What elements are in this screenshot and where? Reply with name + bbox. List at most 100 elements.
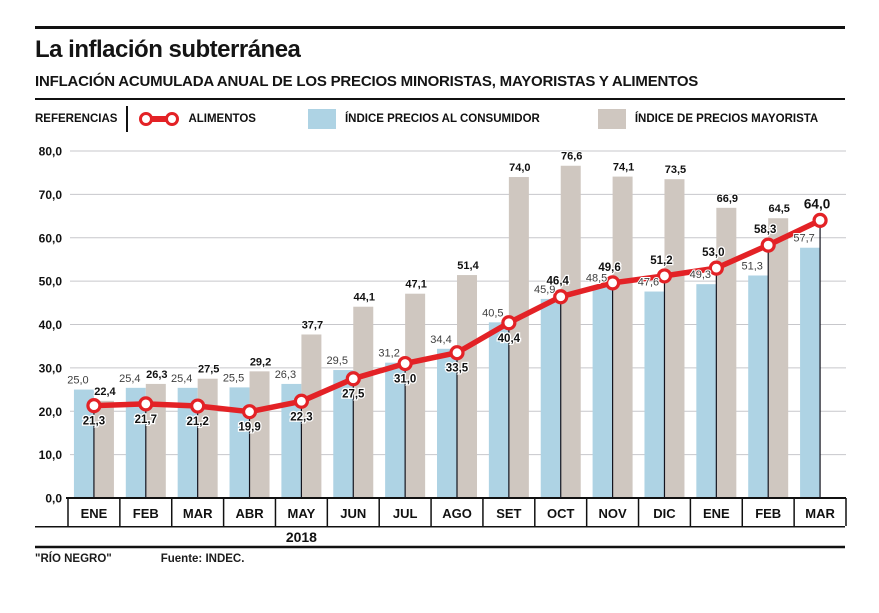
credit: "RÍO NEGRO" xyxy=(35,553,112,565)
alimentos-point-13 xyxy=(760,237,776,253)
ipc-value-label-10: 48,5 xyxy=(586,273,607,285)
alimentos-point-6 xyxy=(397,355,413,372)
month-label-8: SET xyxy=(496,506,521,521)
month-label-2: MAR xyxy=(183,506,213,521)
month-label-9: OCT xyxy=(547,506,575,521)
alimentos-value-label-2: 21,2 xyxy=(186,416,208,428)
y-tick-label-20: 20,0 xyxy=(39,405,63,419)
ipc-value-label-11: 47,6 xyxy=(638,277,659,289)
top-rule xyxy=(35,26,845,29)
ipc-value-label-3: 25,5 xyxy=(223,372,244,384)
bar-ipc-NOV-10 xyxy=(592,287,613,498)
alimentos-value-label-13: 58,3 xyxy=(754,224,776,236)
bar-mayorista-JUN-5 xyxy=(353,306,374,498)
y-tick-label-60: 60,0 xyxy=(39,231,63,245)
alimentos-value-label-12: 53,0 xyxy=(702,247,724,259)
month-label-5: JUN xyxy=(340,506,366,521)
ipc-value-label-7: 34,4 xyxy=(430,334,451,346)
alimentos-value-label-4: 22,3 xyxy=(290,411,312,423)
alimentos-point-7 xyxy=(449,345,465,361)
month-label-11: DIC xyxy=(653,506,676,521)
bar-mayorista-FEB-1 xyxy=(145,383,166,498)
bar-ipc-FEB-13 xyxy=(748,275,769,498)
legend-item-alimentos: ALIMENTOS xyxy=(188,113,256,125)
alimentos-point-11 xyxy=(656,268,673,284)
bar-ipc-OCT-9 xyxy=(540,298,561,498)
alimentos-point-3 xyxy=(241,404,258,420)
bar-mayorista-MAY-4 xyxy=(301,334,322,498)
bar-ipc-FEB-1 xyxy=(125,387,146,498)
legend-divider xyxy=(126,106,129,132)
bar-ipc-AGO-7 xyxy=(437,348,457,498)
y-tick-label-70: 70,0 xyxy=(39,188,63,202)
bar-mayorista-NOV-10 xyxy=(612,176,633,498)
alimentos-point-14 xyxy=(812,212,828,229)
alimentos-value-label-8: 40,4 xyxy=(498,333,521,345)
alimentos-value-label-10: 49,6 xyxy=(598,262,620,274)
y-tick-label-0: 0,0 xyxy=(45,492,62,506)
bar-ipc-MAY-4 xyxy=(281,383,302,498)
ipc-value-label-5: 29,5 xyxy=(327,355,348,367)
ipc-swatch-icon xyxy=(307,109,336,129)
legend-title: REFERENCIAS xyxy=(35,113,118,125)
bar-mayorista-MAR-2 xyxy=(197,378,218,498)
inflation-chart: 0,0 10,0 20,0 30,0 40,0 50,0 60,0 70,0 80,0 25,0 2… xyxy=(35,145,847,549)
mayorista-value-label-10: 74,1 xyxy=(613,162,634,174)
alimentos-point-2 xyxy=(190,398,206,414)
y-tick-label-30: 30,0 xyxy=(39,361,63,375)
line-point-icon xyxy=(165,112,180,126)
footer: "RÍO NEGRO" Fuente: INDEC. xyxy=(35,553,244,565)
alimentos-point-9 xyxy=(553,289,569,305)
source: Fuente: INDEC. xyxy=(160,553,245,565)
bar-mayorista-ABR-3 xyxy=(249,371,270,498)
mayorista-value-label-13: 64,5 xyxy=(768,203,789,215)
line-segment-icon xyxy=(148,116,171,122)
mayorista-value-label-5: 44,1 xyxy=(354,292,375,304)
ipc-value-label-2: 25,4 xyxy=(171,373,192,385)
bar-mayorista-DIC-11 xyxy=(664,179,685,498)
month-label-4: MAY xyxy=(288,506,316,521)
page-title: La inflación subterránea xyxy=(35,36,301,63)
y-tick-label-50: 50,0 xyxy=(39,275,63,289)
ipc-value-label-13: 51,3 xyxy=(741,260,762,272)
ipc-value-label-0: 25,0 xyxy=(67,375,88,387)
bar-mayorista-FEB-13 xyxy=(768,218,789,498)
alimentos-line-icon xyxy=(139,111,180,127)
bar-ipc-ENE-0 xyxy=(73,389,94,498)
bar-ipc-JUL-6 xyxy=(385,362,406,498)
bar-mayorista-SET-8 xyxy=(508,177,529,498)
legend-top-rule xyxy=(35,98,845,100)
mayorista-value-label-1: 26,3 xyxy=(146,369,167,381)
ipc-value-label-12: 49,3 xyxy=(690,269,711,281)
bar-mayorista-ENE-12 xyxy=(716,207,737,498)
line-point-icon xyxy=(139,112,154,126)
ipc-value-label-9: 45,9 xyxy=(534,284,555,296)
ipc-value-label-8: 40,5 xyxy=(482,307,503,319)
y-tick-label-80: 80,0 xyxy=(39,145,63,159)
legend: REFERENCIAS ALIMENTOS ÍNDICE PRECIOS AL … xyxy=(35,102,847,136)
alimentos-point-10 xyxy=(604,275,621,291)
alimentos-value-label-6: 31,0 xyxy=(394,374,416,386)
mayorista-value-label-3: 29,2 xyxy=(250,356,271,368)
mayorista-value-label-9: 76,6 xyxy=(561,151,582,163)
alimentos-point-8 xyxy=(501,315,517,331)
ipc-value-label-1: 25,4 xyxy=(119,373,140,385)
bar-mayorista-OCT-9 xyxy=(560,165,581,498)
month-label-0: ENE xyxy=(81,506,108,521)
bar-ipc-DIC-11 xyxy=(644,291,665,498)
y-tick-label-40: 40,0 xyxy=(39,318,63,332)
mayorista-value-label-8: 74,0 xyxy=(509,162,530,174)
bar-ipc-ABR-3 xyxy=(229,387,250,498)
alimentos-value-label-11: 51,2 xyxy=(650,255,672,267)
alimentos-value-label-14: 64,0 xyxy=(804,196,830,211)
chart-subtitle: INFLACIÓN ACUMULADA ANUAL DE LOS PRECIOS… xyxy=(35,73,699,90)
mayorista-value-label-7: 51,4 xyxy=(457,260,479,272)
mayorista-value-label-0: 22,4 xyxy=(94,386,116,398)
alimentos-point-0 xyxy=(86,398,102,414)
alimentos-value-label-0: 21,3 xyxy=(83,416,105,428)
bar-ipc-JUN-5 xyxy=(333,370,354,498)
bar-mayorista-JUL-6 xyxy=(405,293,426,498)
month-label-10: NOV xyxy=(599,506,628,521)
alimentos-point-1 xyxy=(138,396,154,412)
